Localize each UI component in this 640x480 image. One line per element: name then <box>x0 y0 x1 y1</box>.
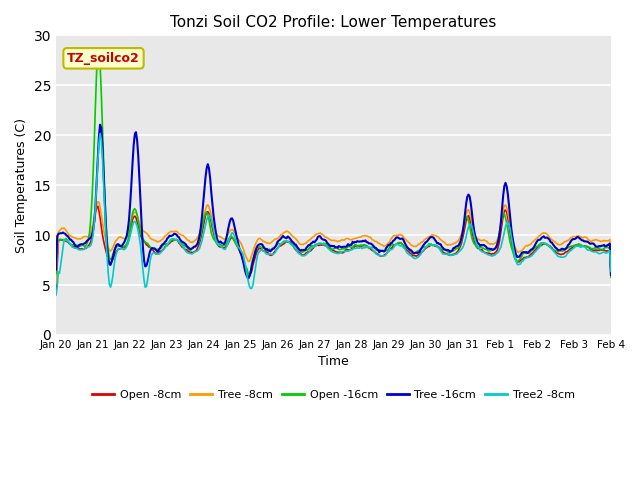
Text: TZ_soilco2: TZ_soilco2 <box>67 52 140 65</box>
Legend: Open -8cm, Tree -8cm, Open -16cm, Tree -16cm, Tree2 -8cm: Open -8cm, Tree -8cm, Open -16cm, Tree -… <box>88 385 579 404</box>
X-axis label: Time: Time <box>318 355 349 368</box>
Y-axis label: Soil Temperatures (C): Soil Temperatures (C) <box>15 118 28 252</box>
Title: Tonzi Soil CO2 Profile: Lower Temperatures: Tonzi Soil CO2 Profile: Lower Temperatur… <box>170 15 497 30</box>
